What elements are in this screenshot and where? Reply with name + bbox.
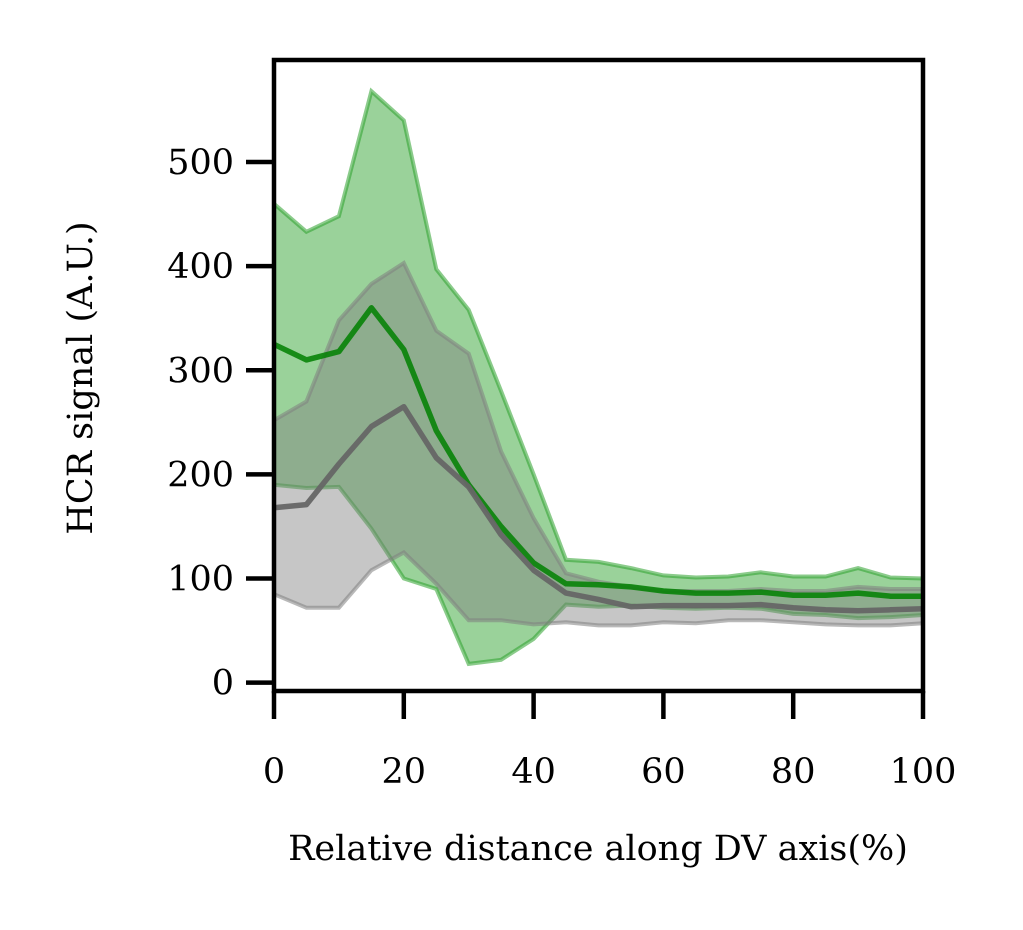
y-tick-label: 500 bbox=[167, 143, 234, 183]
y-tick-label: 200 bbox=[167, 455, 234, 495]
x-tick-label: 80 bbox=[771, 752, 816, 792]
plot-frame bbox=[271, 57, 926, 694]
band-lower-edge-1 bbox=[273, 550, 924, 628]
y-tick-label: 0 bbox=[212, 664, 234, 704]
confidence-bands bbox=[272, 87, 924, 667]
y-tick-label: 400 bbox=[167, 247, 234, 287]
y-axis: 0 100 200 300 400 500 bbox=[167, 143, 274, 704]
series-line-0 bbox=[272, 305, 923, 599]
x-tick-label: 60 bbox=[641, 752, 686, 792]
x-tick-label: 20 bbox=[382, 752, 427, 792]
x-tick-label: 100 bbox=[890, 752, 957, 792]
band-fill-0 bbox=[274, 91, 923, 664]
y-tick-label: 100 bbox=[167, 560, 234, 600]
x-tick-label: 40 bbox=[511, 752, 556, 792]
y-axis-label: HCR signal (A.U.) bbox=[61, 221, 101, 534]
x-axis-label: Relative distance along DV axis(%) bbox=[288, 829, 908, 869]
series-lines bbox=[272, 305, 924, 614]
band-upper-edge-0 bbox=[272, 87, 924, 581]
y-tick-label: 300 bbox=[167, 351, 234, 391]
band-lower-edge-0 bbox=[273, 482, 924, 667]
band-upper-edge-1 bbox=[272, 260, 923, 593]
x-tick-label: 0 bbox=[263, 752, 285, 792]
series-line-1 bbox=[273, 403, 924, 614]
x-axis: 0 20 40 60 80 100 bbox=[263, 691, 957, 792]
band-fill-1 bbox=[274, 263, 923, 626]
